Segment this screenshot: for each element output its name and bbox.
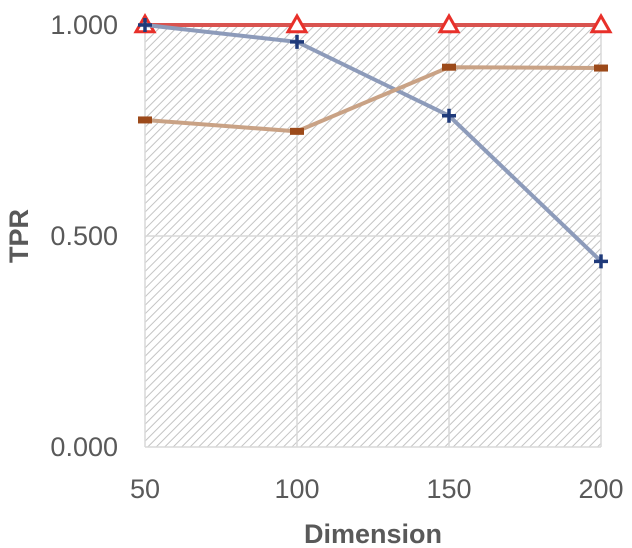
series-line-3: [143, 65, 603, 134]
x-tick-label: 100: [274, 474, 319, 504]
tick-labels: 0.000 0.500 1.000 50 100 150 200: [50, 10, 623, 504]
data-point-3-3: [442, 63, 456, 71]
series-group: [133, 12, 613, 269]
y-tick-label: 0.500: [50, 221, 118, 251]
x-tick-label: 150: [426, 474, 471, 504]
data-point-3-1: [138, 116, 152, 124]
data-point-2-4: [594, 254, 608, 269]
y-tick-label: 1.000: [50, 10, 118, 40]
x-axis-title: Dimension: [304, 519, 442, 548]
data-point-2-2: [290, 34, 304, 49]
data-point-1-2: [285, 12, 309, 34]
y-axis-title: TPR: [4, 209, 34, 263]
x-tick-label: 50: [130, 474, 160, 504]
data-point-1-3: [437, 12, 461, 34]
data-point-3-4: [594, 64, 608, 72]
data-point-2-1: [138, 18, 152, 32]
x-tick-label: 200: [578, 474, 623, 504]
y-tick-label: 0.000: [50, 432, 118, 462]
data-point-1-4: [589, 12, 613, 34]
data-point-3-2: [290, 127, 304, 135]
data-point-2-3: [442, 108, 456, 123]
series-line-2: [143, 23, 603, 264]
